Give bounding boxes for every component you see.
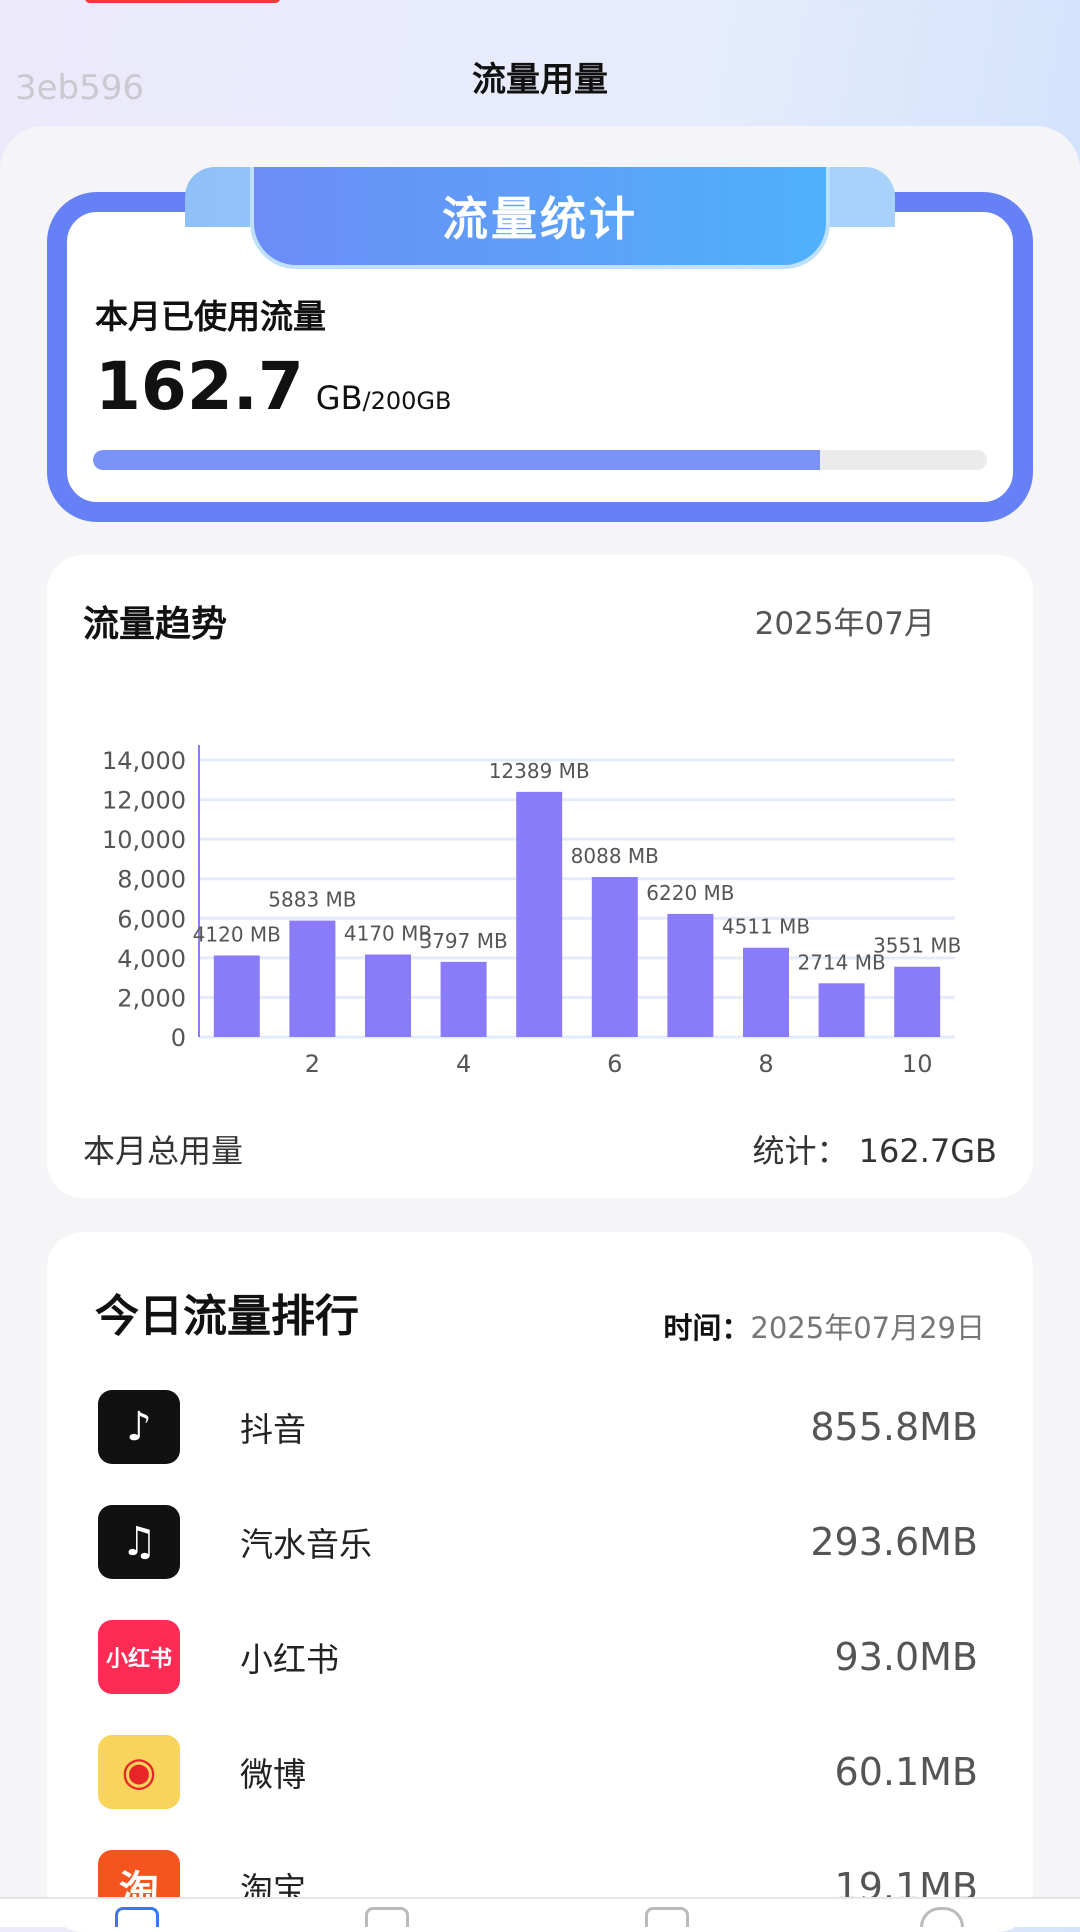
bar <box>365 954 411 1037</box>
app-usage: 93.0MB <box>834 1635 978 1679</box>
y-tick-label: 10,000 <box>102 826 186 854</box>
data-label: 6220 MB <box>646 881 734 905</box>
x-tick-label: 10 <box>902 1050 933 1078</box>
ranking-title: 今日流量排行 <box>95 1291 359 1342</box>
data-label: 12389 MB <box>489 759 590 783</box>
time-label: 时间： <box>663 1311 751 1345</box>
y-tick-label: 6,000 <box>117 905 186 933</box>
data-label: 3797 MB <box>419 929 507 953</box>
banner-ribbon: 流量统计 <box>250 167 830 269</box>
used-number: 162.7 <box>95 348 304 425</box>
bar <box>440 961 487 1037</box>
ranking-row[interactable]: ♫ 汽水音乐 293.6MB <box>98 1504 978 1580</box>
data-label: 4120 MB <box>193 922 281 946</box>
y-tick-label: 14,000 <box>102 747 186 775</box>
app-usage: 293.6MB <box>810 1520 978 1564</box>
month-selector[interactable]: 2025年07月 <box>754 606 935 642</box>
x-tick-label: 8 <box>758 1050 773 1078</box>
status-indicator <box>85 0 280 3</box>
nav-profile-icon[interactable] <box>920 1907 964 1927</box>
y-tick-label: 2,000 <box>117 984 186 1012</box>
bar <box>818 983 865 1037</box>
ranking-row[interactable]: ♪ 抖音 855.8MB <box>98 1389 978 1465</box>
y-tick-label: 0 <box>171 1024 186 1052</box>
app-name: 微博 <box>240 1755 306 1794</box>
watermark: 3eb596 <box>15 68 145 108</box>
douyin-icon: ♪ <box>98 1390 180 1464</box>
trend-title: 流量趋势 <box>83 604 228 645</box>
bar <box>591 876 638 1037</box>
app-usage: 855.8MB <box>810 1405 978 1449</box>
data-label: 4170 MB <box>344 921 432 945</box>
data-label: 3551 MB <box>873 934 961 958</box>
data-label: 5883 MB <box>268 888 356 912</box>
data-label: 4511 MB <box>722 915 810 939</box>
x-tick-label: 2 <box>305 1050 320 1078</box>
time-value: 2025年07月29日 <box>750 1311 985 1345</box>
total-label: 本月总用量 <box>83 1132 244 1170</box>
ranking-row[interactable]: ◉ 微博 60.1MB <box>98 1734 978 1810</box>
app-name: 抖音 <box>240 1410 306 1449</box>
weibo-icon: ◉ <box>98 1735 180 1809</box>
banner-title: 流量统计 <box>442 192 638 246</box>
used-unit: GB <box>315 379 363 417</box>
app-usage: 60.1MB <box>834 1750 978 1794</box>
bar <box>894 966 941 1037</box>
y-tick-label: 12,000 <box>102 787 186 815</box>
y-tick-label: 4,000 <box>117 945 186 973</box>
bar <box>516 791 563 1037</box>
bar <box>213 955 260 1037</box>
app-name: 汽水音乐 <box>240 1525 372 1564</box>
data-label: 2714 MB <box>797 950 885 974</box>
bottom-nav <box>0 1897 1080 1927</box>
used-value: 162.7 GB/200GB <box>95 348 451 425</box>
x-tick-label: 6 <box>607 1050 622 1078</box>
app-name: 小红书 <box>240 1640 339 1679</box>
quota-total: /200GB <box>362 387 452 415</box>
trend-bar-chart: 0 2,000 4,000 6,000 8,000 10,000 12,000 14,000 2… <box>102 745 961 1078</box>
bar <box>667 913 714 1037</box>
used-label: 本月已使用流量 <box>95 297 326 336</box>
nav-home-icon[interactable] <box>115 1907 159 1927</box>
bar <box>743 947 789 1037</box>
ranking-time: 时间：2025年07月29日 <box>663 1305 985 1347</box>
usage-progress-fill <box>93 450 821 470</box>
total-value: 统计： 162.7GB <box>752 1132 997 1170</box>
nav-chart-icon[interactable] <box>645 1907 689 1927</box>
data-label: 8088 MB <box>571 844 659 868</box>
ranking-row[interactable]: 小红书 小红书 93.0MB <box>98 1619 978 1695</box>
y-tick-label: 8,000 <box>117 866 186 894</box>
bar <box>289 920 336 1037</box>
usage-progress-bar <box>93 450 987 470</box>
page-title: 流量用量 <box>472 60 608 100</box>
qishui-music-icon: ♫ <box>98 1505 180 1579</box>
nav-list-icon[interactable] <box>365 1907 409 1927</box>
x-tick-label: 4 <box>456 1050 471 1078</box>
xiaohongshu-icon: 小红书 <box>98 1620 180 1694</box>
ranking-card <box>47 1232 1033 1932</box>
